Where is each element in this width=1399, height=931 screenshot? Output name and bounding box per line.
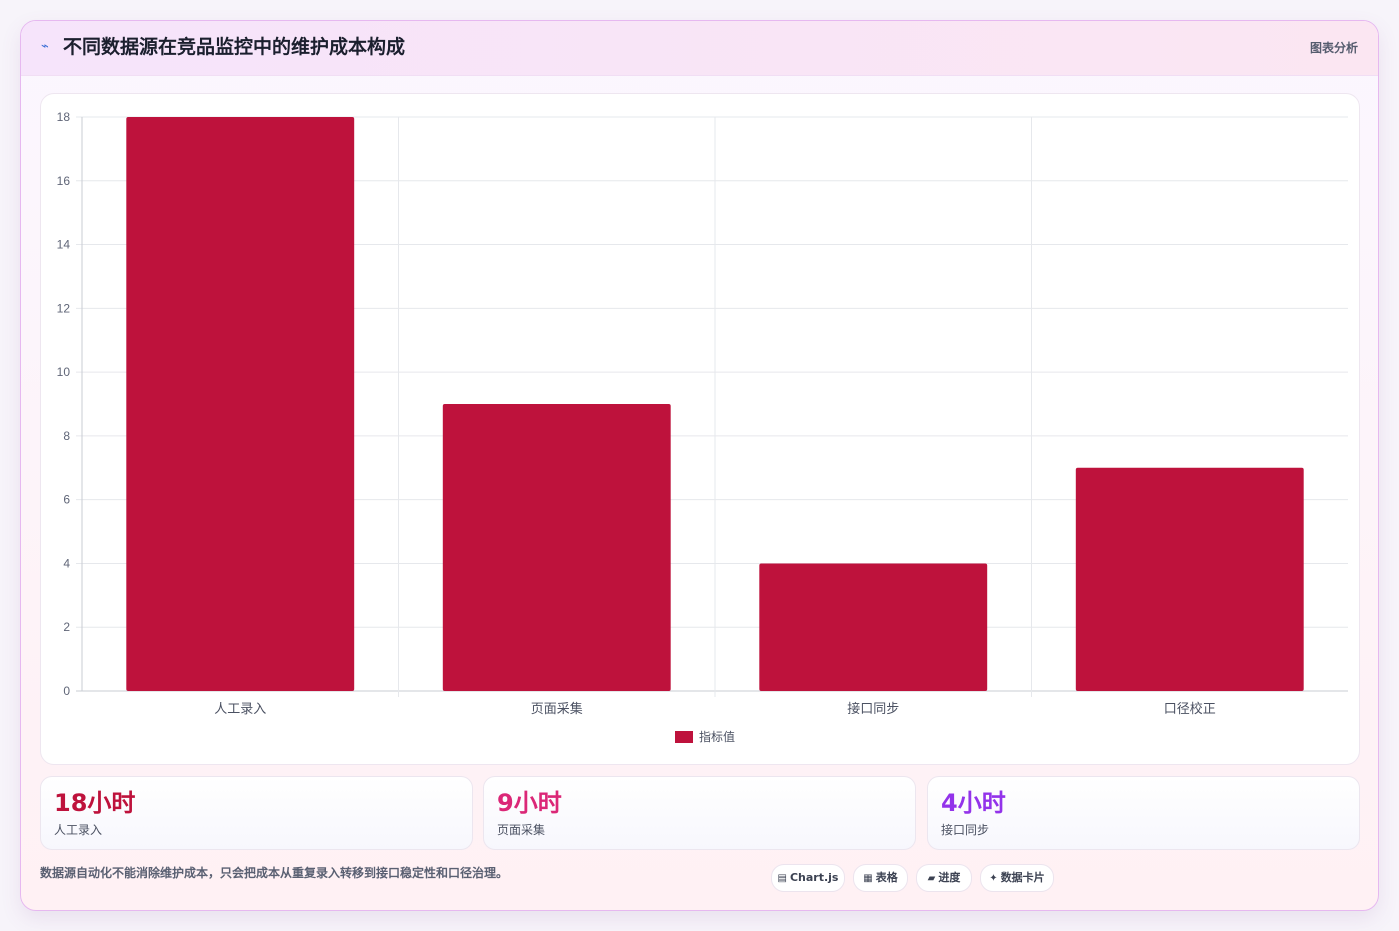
stat-card-manual: 18小时 人工录入 [40,776,473,850]
chart-icon: ▤ [777,873,787,884]
chart-title: 不同数据源在竞品监控中的维护成本构成 [63,36,406,58]
y-tick-label: 14 [57,238,71,252]
card-header: ⌁ 不同数据源在竞品监控中的维护成本构成 图表分析 [21,21,1378,76]
y-tick-label: 18 [57,110,71,124]
legend-label: 指标值 [699,729,735,744]
stat-card-scrape: 9小时 页面采集 [483,776,916,850]
stat-label: 人工录入 [54,823,103,837]
pill-datacard[interactable]: ✦ 数据卡片 [980,864,1054,892]
y-tick-label: 10 [57,365,71,379]
legend-swatch [675,731,693,743]
bar-1 [126,117,355,691]
pill-table[interactable]: ▦ 表格 [853,864,908,892]
x-tick-label: 页面采集 [531,701,583,717]
y-tick-label: 16 [57,174,71,188]
y-tick-label: 2 [63,620,70,634]
stat-label: 页面采集 [497,823,546,837]
bar-3 [759,563,988,691]
stat-value: 9小时 [497,789,562,817]
y-tick-label: 12 [57,301,71,315]
chart-panel: 0 2 4 6 8 10 12 14 16 18 人工录入 页面采集 接口同步 口径校正指标值 [40,93,1360,765]
x-tick-label: 口径校正 [1164,701,1216,717]
pill-progress[interactable]: ▰ 进度 [916,864,972,892]
spark-icon: ⌁ [41,39,49,54]
pill-label: 表格 [875,871,898,884]
y-tick-label: 8 [63,429,70,443]
chart-card: ⌁ 不同数据源在竞品监控中的维护成本构成 图表分析 0 2 4 6 8 10 12 14 16 1… [20,20,1379,911]
pill-chartjs[interactable]: ▤ Chart.js [771,864,845,892]
x-tick-label: 接口同步 [847,701,899,717]
stat-value: 4小时 [941,789,1006,817]
y-tick-label: 0 [63,684,70,698]
y-tick-label: 4 [63,556,70,570]
stat-card-api: 4小时 接口同步 [927,776,1360,850]
pill-label: 进度 [938,871,961,884]
bar-2 [442,404,671,691]
table-icon: ▦ [863,873,873,884]
pill-label: Chart.js [789,871,839,884]
x-tick-label: 人工录入 [214,702,266,717]
header-tag: 图表分析 [1309,41,1358,55]
stat-value: 18小时 [54,789,136,817]
sparkle-icon: ✦ [989,873,998,884]
bar-4 [1075,467,1304,691]
y-tick-label: 6 [63,493,70,507]
pill-label: 数据卡片 [1000,871,1045,884]
stat-label: 接口同步 [941,823,990,837]
progress-icon: ▰ [927,873,936,884]
footnote: 数据源自动化不能消除维护成本，只会把成本从重复录入转移到接口稳定性和口径治理。 [40,866,509,880]
